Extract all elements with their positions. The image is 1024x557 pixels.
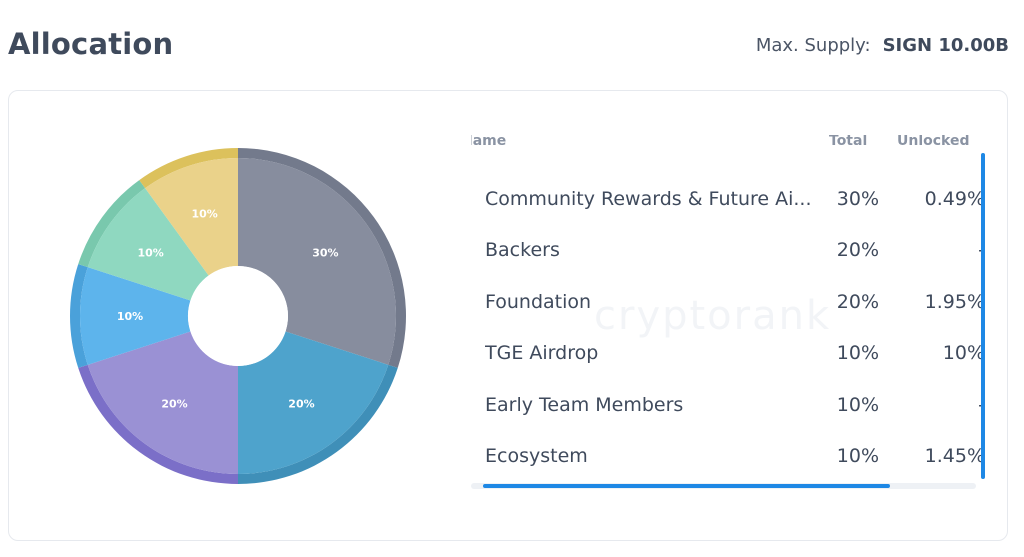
- allocation-card: 30% 20% 20% 10% 10% 10% cryptorank Name Total…: [8, 90, 1008, 541]
- row-unlocked: 0.49%: [924, 188, 985, 210]
- pie-slice-rim: [78, 180, 146, 268]
- table-row[interactable]: Early Team Members 10% -: [471, 386, 991, 426]
- pie-slice-rim: [78, 364, 238, 484]
- allocation-table: Name Total Unlocked Community Rewards & …: [471, 135, 991, 495]
- pie-slice-label: 10%: [191, 207, 217, 220]
- pie-slice-2[interactable]: 20%: [238, 331, 398, 484]
- pie-slice-rim: [238, 364, 398, 484]
- pie-slice-label: 20%: [288, 397, 314, 410]
- vertical-scrollbar[interactable]: [981, 153, 985, 479]
- table-row[interactable]: Foundation 20% 1.95%: [471, 283, 991, 323]
- pie-slice-5[interactable]: 10%: [78, 180, 209, 301]
- pie-slice-face: [238, 331, 389, 474]
- horizontal-scrollbar-thumb[interactable]: [483, 484, 890, 488]
- table-row[interactable]: Ecosystem 10% 1.45%: [471, 437, 991, 477]
- pie-slice-3[interactable]: 20%: [78, 331, 239, 484]
- max-supply: Max. Supply: SIGN 10.00B: [756, 35, 1009, 56]
- row-unlocked: 1.95%: [924, 291, 985, 313]
- row-total: 30%: [836, 188, 879, 210]
- allocation-header: Allocation Max. Supply: SIGN 10.00B: [0, 0, 1024, 90]
- pie-slice-label: 10%: [117, 310, 143, 323]
- pie-slice-face: [145, 158, 238, 276]
- row-name: Foundation: [485, 291, 592, 313]
- row-name: Ecosystem: [485, 445, 588, 467]
- pie-slice-face: [238, 158, 396, 365]
- row-total: 10%: [836, 342, 879, 364]
- pie-slice-rim: [70, 264, 88, 368]
- pie-slice-1[interactable]: 30%: [238, 148, 406, 368]
- table-row[interactable]: Backers 20% -: [471, 231, 991, 271]
- table-row[interactable]: Community Rewards & Future Ai... 30% 0.4…: [471, 180, 991, 220]
- pie-slice-face: [87, 331, 239, 474]
- pie-slice-rim: [139, 148, 238, 189]
- pie-slice-label: 10%: [137, 247, 163, 260]
- pie-slice-face: [80, 267, 191, 365]
- row-total: 10%: [836, 394, 879, 416]
- row-unlocked: 10%: [942, 342, 985, 364]
- row-name: Backers: [485, 239, 560, 261]
- row-name: Community Rewards & Future Ai...: [485, 188, 812, 210]
- row-unlocked: 1.45%: [924, 445, 985, 467]
- row-name: TGE Airdrop: [485, 342, 599, 364]
- cryptorank-watermark: cryptorank: [594, 293, 832, 339]
- column-header-name[interactable]: Name: [471, 135, 507, 149]
- row-name: Early Team Members: [485, 394, 684, 416]
- column-header-total[interactable]: Total: [829, 135, 868, 149]
- column-header-unlocked[interactable]: Unlocked: [897, 135, 970, 149]
- max-supply-value: SIGN 10.00B: [882, 35, 1009, 56]
- allocation-pie-chart: 30% 20% 20% 10% 10% 10%: [70, 148, 406, 484]
- pie-slice-6[interactable]: 10%: [139, 148, 238, 276]
- row-total: 20%: [836, 291, 879, 313]
- row-total: 10%: [836, 445, 879, 467]
- donut-hole: [188, 266, 288, 366]
- pie-slice-label: 30%: [312, 247, 338, 260]
- pie-slice-4[interactable]: 10%: [70, 264, 191, 368]
- pie-slice-face: [87, 188, 209, 301]
- table-row[interactable]: TGE Airdrop 10% 10%: [471, 334, 991, 374]
- max-supply-label: Max. Supply:: [755, 35, 871, 56]
- page-title: Allocation: [8, 27, 174, 61]
- row-total: 20%: [836, 239, 879, 261]
- pie-slice-label: 20%: [161, 397, 187, 410]
